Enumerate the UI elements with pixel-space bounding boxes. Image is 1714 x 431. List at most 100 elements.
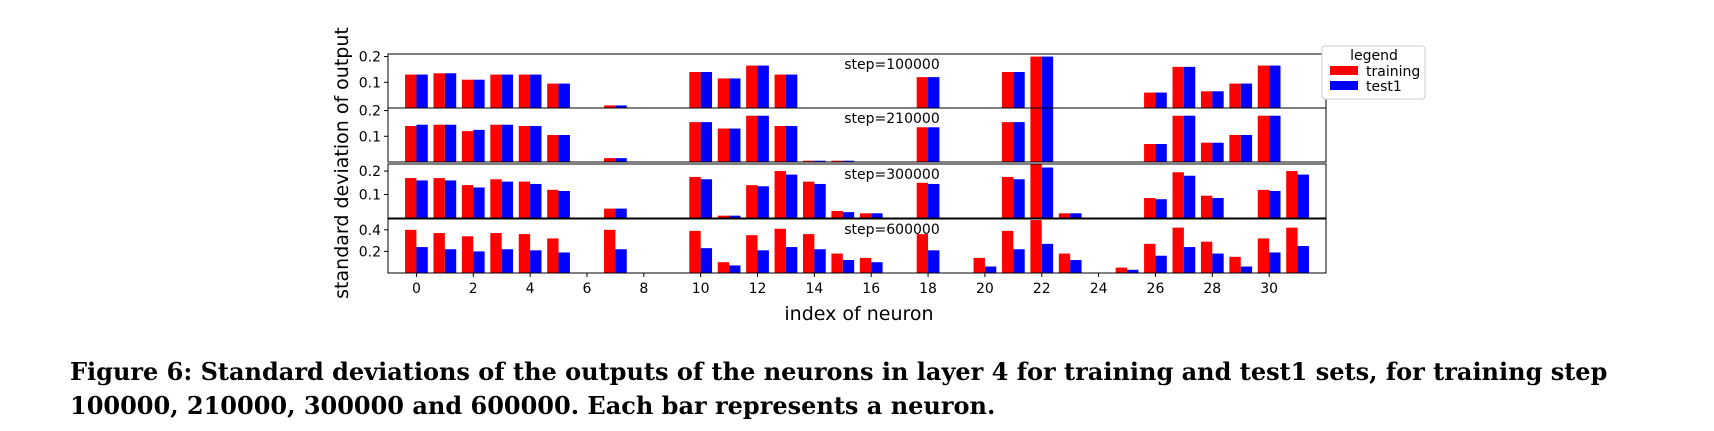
bar-training-14 bbox=[802, 181, 815, 218]
bar-test1-12 bbox=[757, 115, 769, 162]
bar-test1-11 bbox=[729, 78, 741, 108]
panel-frame bbox=[387, 218, 1327, 274]
bar-test1-15 bbox=[842, 212, 855, 218]
y-tick-label: 0.2 bbox=[359, 50, 381, 66]
bar-test1-22 bbox=[1041, 108, 1054, 162]
y-tick-label: 0.1 bbox=[359, 129, 381, 145]
bar-test1-10 bbox=[700, 122, 713, 162]
bar-training-11 bbox=[717, 215, 730, 218]
y-tick-label: 0.2 bbox=[359, 164, 381, 180]
bar-test1-1 bbox=[444, 124, 457, 162]
bar-test1-30 bbox=[1269, 252, 1281, 273]
bar-training-5 bbox=[547, 83, 559, 108]
bar-test1-7 bbox=[615, 208, 627, 218]
bar-test1-29 bbox=[1240, 83, 1253, 108]
bar-training-2 bbox=[461, 131, 474, 162]
bar-training-12 bbox=[746, 65, 758, 108]
bar-training-4 bbox=[518, 234, 531, 273]
bar-training-10 bbox=[689, 72, 701, 108]
bar-test1-26 bbox=[1155, 144, 1167, 162]
bar-training-0 bbox=[405, 178, 417, 218]
bar-test1-3 bbox=[501, 74, 514, 108]
bar-test1-7 bbox=[615, 158, 627, 162]
bar-test1-5 bbox=[558, 135, 570, 162]
panel-1: 0.1 0.2 step=210000 bbox=[359, 104, 1327, 163]
bar-test1-15 bbox=[842, 160, 855, 162]
bar-training-13 bbox=[774, 171, 786, 218]
bar-test1-31 bbox=[1297, 174, 1309, 218]
bar-test1-14 bbox=[814, 160, 826, 162]
x-tick-label: 6 bbox=[583, 281, 592, 297]
bar-test1-29 bbox=[1240, 135, 1253, 162]
x-tick-label: 8 bbox=[639, 281, 648, 297]
bar-training-30 bbox=[1257, 65, 1270, 108]
bar-training-7 bbox=[604, 105, 616, 108]
bar-training-29 bbox=[1229, 135, 1241, 162]
bar-training-10 bbox=[689, 230, 701, 273]
y-tick-label: 0.2 bbox=[359, 244, 381, 260]
bar-test1-2 bbox=[473, 251, 485, 273]
bar-training-26 bbox=[1144, 243, 1156, 273]
bar-training-14 bbox=[802, 234, 815, 273]
bar-training-7 bbox=[604, 158, 616, 162]
bar-test1-26 bbox=[1155, 255, 1167, 273]
chart: 0.1 0.2 step=100000 0.1 0.2 step=210000 0.1 0.2… bbox=[331, 27, 1426, 325]
bar-test1-20 bbox=[984, 266, 997, 273]
bar-test1-3 bbox=[501, 181, 514, 218]
bar-training-25 bbox=[1115, 267, 1128, 273]
bar-training-3 bbox=[490, 179, 502, 218]
legend-swatch-training bbox=[1330, 66, 1358, 75]
bar-test1-4 bbox=[530, 250, 542, 273]
legend: legend training test1 bbox=[1321, 45, 1426, 100]
bar-training-22 bbox=[1030, 108, 1042, 162]
x-tick-label: 10 bbox=[692, 281, 710, 297]
bar-test1-28 bbox=[1212, 253, 1224, 273]
bar-test1-27 bbox=[1183, 66, 1196, 108]
bar-test1-27 bbox=[1183, 115, 1196, 162]
bar-training-3 bbox=[490, 74, 502, 108]
panels: 0.1 0.2 step=100000 0.1 0.2 step=210000 0.1 0.2… bbox=[359, 50, 1327, 274]
bar-training-30 bbox=[1257, 189, 1270, 218]
bar-test1-0 bbox=[416, 180, 428, 218]
bar-training-28 bbox=[1200, 241, 1213, 273]
bar-test1-11 bbox=[729, 215, 741, 218]
x-tick-label: 22 bbox=[1033, 281, 1051, 297]
bar-test1-10 bbox=[700, 248, 713, 273]
bar-training-0 bbox=[405, 74, 417, 108]
bar-test1-5 bbox=[558, 252, 570, 273]
bar-training-22 bbox=[1030, 164, 1042, 218]
bar-training-29 bbox=[1229, 83, 1241, 108]
bar-training-28 bbox=[1200, 91, 1213, 108]
bar-training-16 bbox=[859, 257, 872, 273]
bar-training-18 bbox=[916, 234, 929, 273]
bar-test1-27 bbox=[1183, 175, 1196, 218]
x-tick-label: 30 bbox=[1260, 281, 1278, 297]
bar-training-14 bbox=[802, 160, 815, 162]
bar-test1-5 bbox=[558, 191, 570, 218]
bar-training-12 bbox=[746, 235, 758, 273]
bar-test1-14 bbox=[814, 249, 826, 273]
x-tick-label: 18 bbox=[919, 281, 937, 297]
bar-training-21 bbox=[1001, 72, 1014, 108]
bar-test1-0 bbox=[416, 247, 428, 273]
bar-test1-22 bbox=[1041, 167, 1054, 218]
bar-training-7 bbox=[604, 208, 616, 218]
y-axis-title: standard deviation of output bbox=[331, 27, 353, 299]
bar-training-0 bbox=[405, 126, 417, 162]
bar-test1-4 bbox=[530, 74, 542, 108]
bar-training-0 bbox=[405, 229, 417, 273]
x-tick-label: 26 bbox=[1147, 281, 1165, 297]
bar-training-31 bbox=[1286, 227, 1298, 273]
bar-training-22 bbox=[1030, 220, 1042, 273]
bar-test1-16 bbox=[871, 262, 883, 273]
x-tick-label: 28 bbox=[1203, 281, 1221, 297]
panel-step-label: step=100000 bbox=[844, 57, 939, 73]
bar-training-26 bbox=[1144, 92, 1156, 108]
bar-training-26 bbox=[1144, 144, 1156, 162]
bar-test1-18 bbox=[928, 250, 940, 273]
bar-training-18 bbox=[916, 77, 929, 108]
bar-test1-18 bbox=[928, 183, 940, 218]
bar-training-13 bbox=[774, 228, 786, 273]
bar-test1-30 bbox=[1269, 65, 1281, 108]
bar-test1-13 bbox=[785, 126, 798, 162]
